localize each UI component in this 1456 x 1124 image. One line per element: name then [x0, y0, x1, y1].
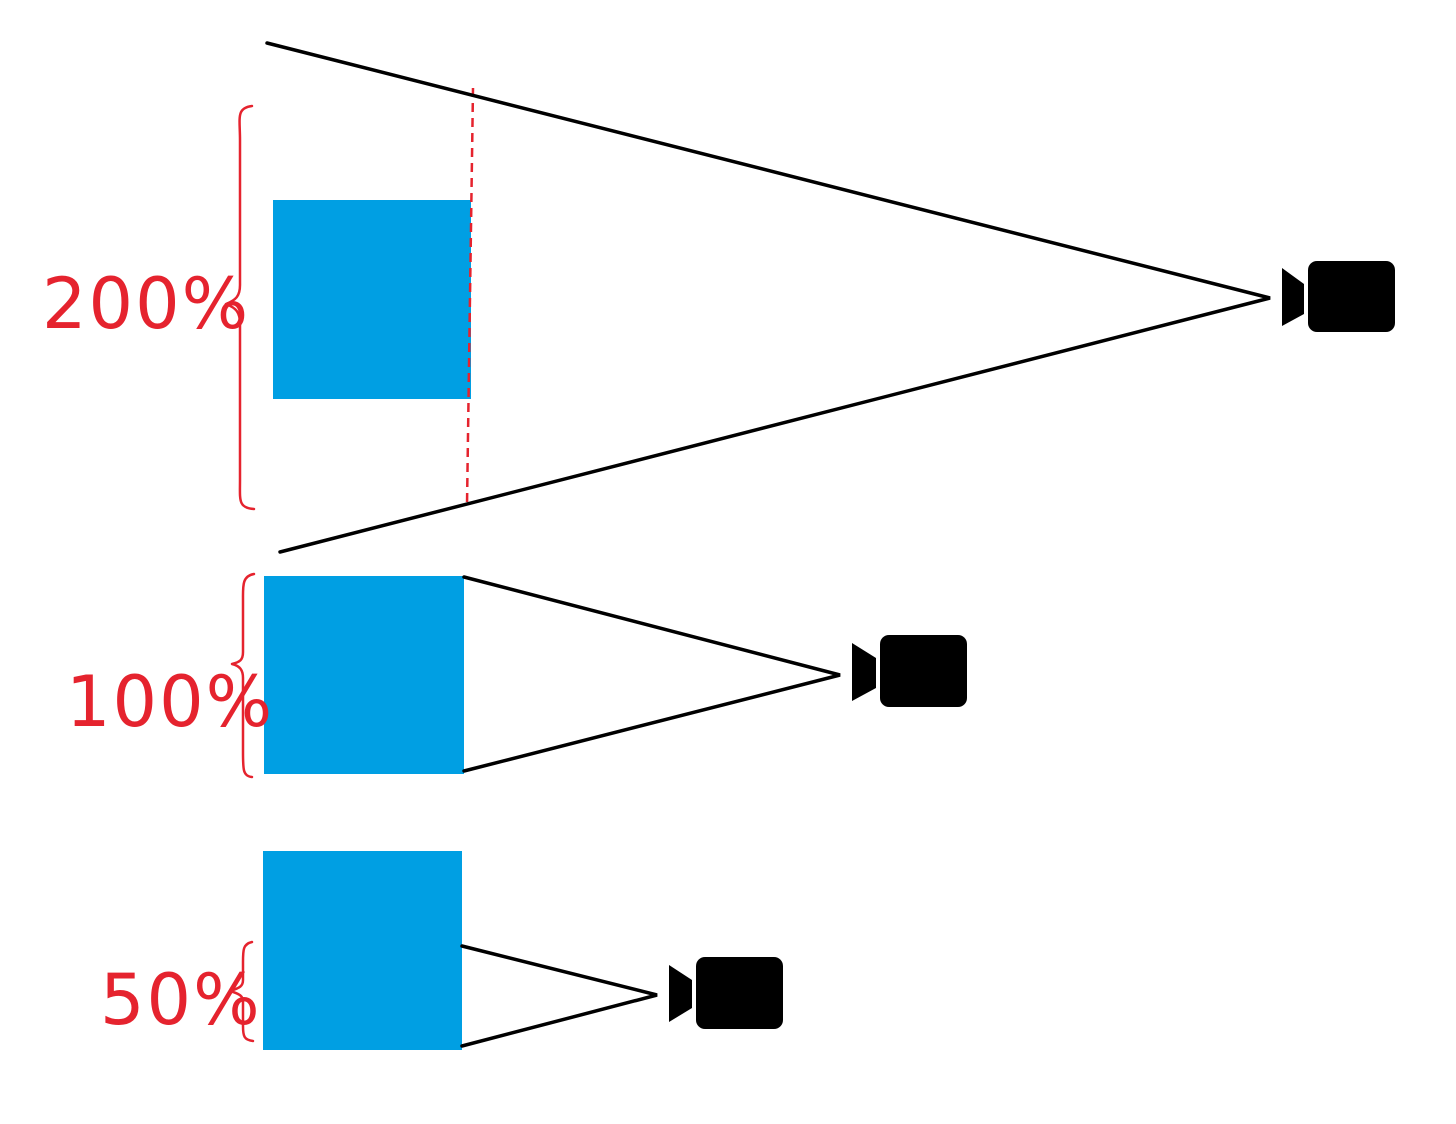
field-of-view-lines [462, 575, 841, 773]
zoom-label: 50% [100, 959, 262, 1041]
frame-edge-dashed [465, 87, 475, 506]
field-of-view-lines [460, 944, 658, 1048]
panel-100: 100% [66, 572, 967, 779]
field-of-view-lines [265, 41, 1271, 554]
object-square [273, 200, 471, 399]
video-camera-icon [1282, 261, 1395, 332]
video-camera-icon [669, 957, 783, 1029]
object-square [263, 851, 462, 1050]
panel-50: 50% [100, 851, 783, 1050]
size-brace [224, 104, 256, 511]
size-brace [228, 940, 255, 1043]
zoom-label: 100% [66, 661, 274, 743]
panel-200: 200% [42, 41, 1395, 554]
zoom-label: 200% [42, 263, 250, 345]
object-square [264, 576, 464, 774]
video-camera-icon [852, 635, 967, 707]
size-brace [230, 572, 256, 779]
